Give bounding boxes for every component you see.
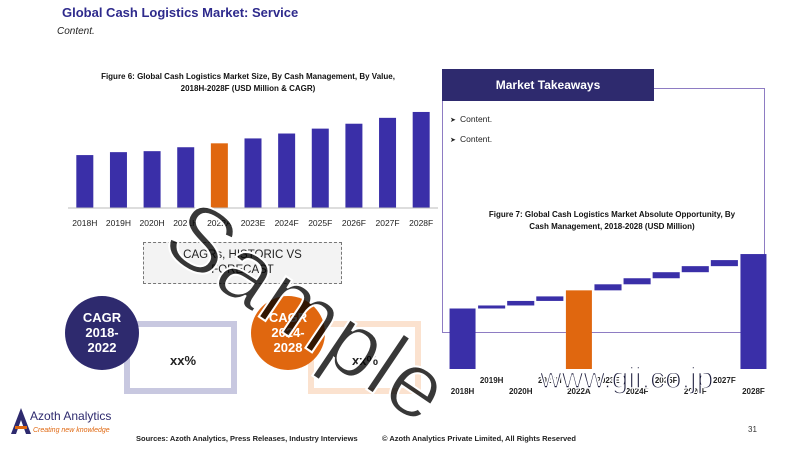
logo-tagline: Creating new knowledge <box>33 427 110 434</box>
arrow-bullet-icon: ➤ <box>450 117 456 124</box>
figure7-caption: Figure 7: Global Cash Logistics Market A… <box>453 209 771 233</box>
x-tick-label: 2024F <box>275 218 299 228</box>
figure7-caption-line2: Cash Management, 2018-2028 (USD Million) <box>529 222 695 231</box>
waterfall-bar <box>594 284 622 291</box>
bar <box>210 143 228 208</box>
forecast-cagr-badge: CAGR 2024- 2028 <box>251 296 325 370</box>
x-tick-label: 2018H <box>72 218 97 228</box>
waterfall-bar <box>565 290 592 369</box>
forecast-cagr-years-start: 2024- <box>271 325 305 340</box>
bar <box>379 117 397 208</box>
bar <box>412 111 430 208</box>
takeaway-item-text: Content. <box>460 114 493 124</box>
x-tick-label: 2022A <box>567 387 591 396</box>
figure6-caption-line2: 2018H-2028F (USD Million & CAGR) <box>180 84 316 93</box>
forecast-cagr-frame <box>308 321 421 394</box>
waterfall-bar <box>536 296 564 301</box>
figure6-caption-line1: Figure 6: Global Cash Logistics Market S… <box>101 72 395 81</box>
footer-sources: Sources: Azoth Analytics, Press Releases… <box>136 434 358 443</box>
absolute-opportunity-waterfall-chart: 2018H 2019H 2020H 2021H 2022A 2023E 2024F 2025F… <box>449 254 767 396</box>
waterfall-bar <box>681 266 709 273</box>
x-tick-label: 2021H <box>538 376 562 385</box>
waterfall-bar <box>652 272 680 279</box>
x-tick-label: 2020H <box>509 387 533 396</box>
bar <box>109 152 127 208</box>
page-number: 31 <box>748 425 757 434</box>
waterfall-bar <box>507 300 535 306</box>
market-size-bar-chart: 2018H 2019H 2020H 2021H 2022A 2023E 2024F 2025F… <box>68 111 438 228</box>
x-tick-label: 2018H <box>451 387 475 396</box>
x-tick-label: 2026F <box>684 387 707 396</box>
x-tick-label: 2026F <box>342 218 366 228</box>
x-tick-label: 2022A <box>207 218 232 228</box>
x-tick-label: 2025F <box>308 218 332 228</box>
bar <box>177 147 195 208</box>
takeaway-item: ➤ Content. <box>450 134 492 144</box>
x-tick-label: 2019H <box>480 376 504 385</box>
x-tick-label: 2028F <box>409 218 433 228</box>
cagr-label-line2: FORECAST <box>211 264 274 276</box>
arrow-bullet-icon: ➤ <box>450 137 456 144</box>
forecast-cagr-value: xx% <box>352 353 379 368</box>
x-tick-label: 2023E <box>596 376 620 385</box>
waterfall-bar <box>623 278 651 285</box>
bar <box>76 155 94 208</box>
bar <box>278 133 296 208</box>
x-tick-label: 2024F <box>626 387 649 396</box>
forecast-cagr-years-end: 2028 <box>273 340 303 355</box>
historic-cagr-years-start: 2018- <box>85 325 119 340</box>
x-tick-label: 2028F <box>742 387 765 396</box>
historic-cagr-word: CAGR <box>82 310 122 325</box>
historic-cagr-years-end: 2022 <box>87 340 117 355</box>
bar <box>143 151 161 208</box>
x-tick-label: 2019H <box>106 218 131 228</box>
waterfall-bar <box>710 260 738 267</box>
forecast-cagr-word: CAGR <box>268 310 308 325</box>
bar <box>244 138 262 208</box>
bar <box>345 123 363 208</box>
historic-cagr-value: xx% <box>170 353 197 368</box>
cagr-comparison-label: CAGRs, HISTORIC VS FORECAST <box>143 242 342 284</box>
x-tick-label: 2023E <box>241 218 266 228</box>
x-tick-label: 2020H <box>140 218 165 228</box>
x-tick-label: 2027F <box>713 376 736 385</box>
x-tick-label: 2027F <box>375 218 399 228</box>
x-tick-label: 2021H <box>173 218 198 228</box>
takeaway-item: ➤ Content. <box>450 114 492 124</box>
takeaway-item-text: Content. <box>460 134 493 144</box>
slide-subtitle: Content. <box>57 26 95 37</box>
waterfall-bar <box>740 254 767 369</box>
takeaways-header: Market Takeaways <box>442 69 654 101</box>
bar <box>311 128 329 208</box>
logo-name: Azoth Analytics <box>30 409 112 423</box>
figure7-caption-line1: Figure 7: Global Cash Logistics Market A… <box>488 210 736 219</box>
waterfall-bar <box>449 308 476 369</box>
cagr-label-line1: CAGRs, HISTORIC VS <box>183 249 302 261</box>
footer-copyright: © Azoth Analytics Private Limited, All R… <box>382 434 576 443</box>
slide-title: Global Cash Logistics Market: Service <box>62 5 299 20</box>
x-tick-label: 2025F <box>655 376 678 385</box>
waterfall-bar <box>478 305 506 309</box>
historic-cagr-badge: CAGR 2018- 2022 <box>65 296 139 370</box>
figure6-caption: Figure 6: Global Cash Logistics Market S… <box>58 71 438 95</box>
azoth-logo-icon <box>11 408 31 434</box>
